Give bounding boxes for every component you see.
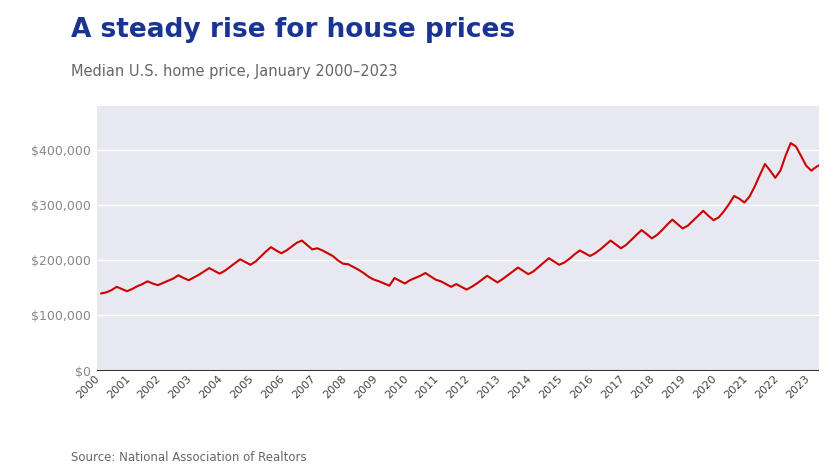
Text: Median U.S. home price, January 2000–2023: Median U.S. home price, January 2000–202…: [71, 64, 398, 79]
Text: Source: National Association of Realtors: Source: National Association of Realtors: [71, 450, 307, 464]
Text: A steady rise for house prices: A steady rise for house prices: [71, 17, 516, 42]
